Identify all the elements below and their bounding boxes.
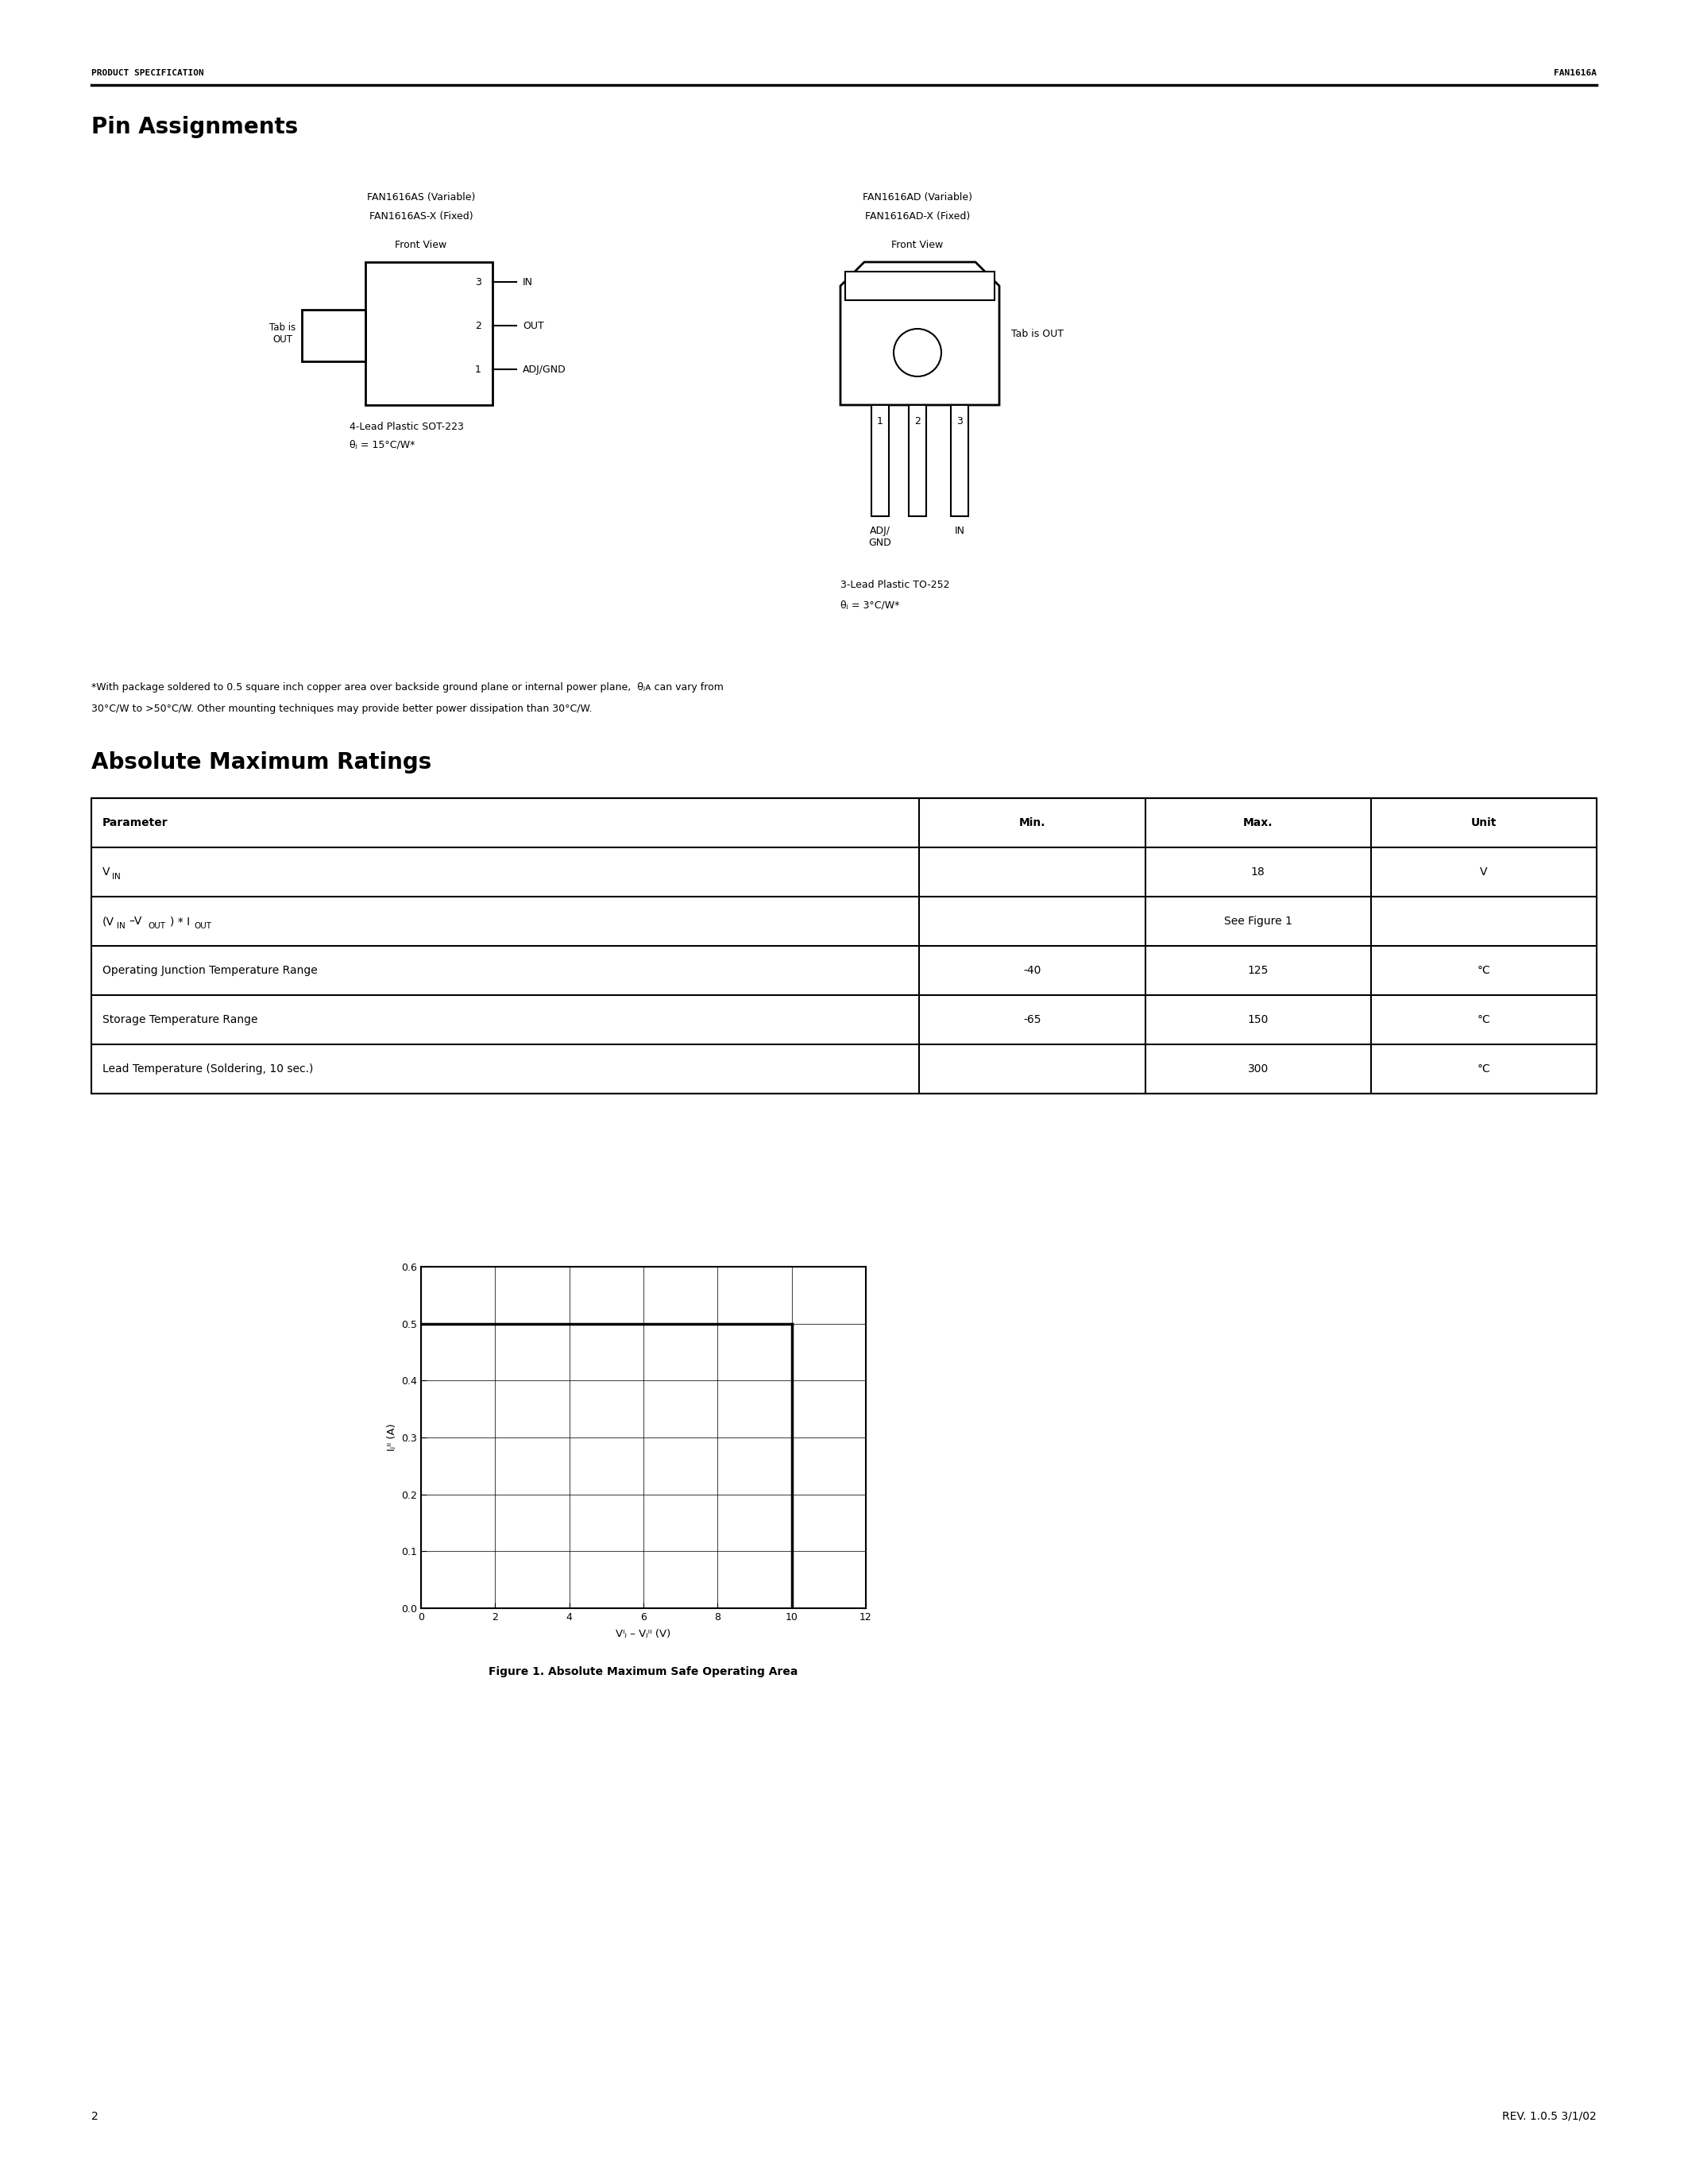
- Text: -40: -40: [1023, 965, 1041, 976]
- Text: FAN1616AS-X (Fixed): FAN1616AS-X (Fixed): [370, 212, 473, 221]
- Text: 2: 2: [915, 417, 920, 426]
- Text: 3-Lead Plastic TO-252: 3-Lead Plastic TO-252: [841, 579, 950, 590]
- X-axis label: Vᴵⱼ – Vⱼᴵᴵ (V): Vᴵⱼ – Vⱼᴵᴵ (V): [616, 1629, 670, 1640]
- Text: Max.: Max.: [1242, 817, 1273, 828]
- Text: IN: IN: [523, 277, 533, 286]
- Text: *With package soldered to 0.5 square inch copper area over backside ground plane: *With package soldered to 0.5 square inc…: [91, 681, 724, 692]
- Text: 1: 1: [878, 417, 883, 426]
- Text: Storage Temperature Range: Storage Temperature Range: [103, 1013, 258, 1024]
- Text: Figure 1. Absolute Maximum Safe Operating Area: Figure 1. Absolute Maximum Safe Operatin…: [490, 1666, 798, 1677]
- Text: Tab is OUT: Tab is OUT: [1011, 328, 1063, 339]
- Text: 30°C/W to >50°C/W. Other mounting techniques may provide better power dissipatio: 30°C/W to >50°C/W. Other mounting techni…: [91, 703, 592, 714]
- Text: 3: 3: [957, 417, 962, 426]
- Text: Front View: Front View: [395, 240, 447, 249]
- Bar: [908, 404, 927, 515]
- Text: Pin Assignments: Pin Assignments: [91, 116, 299, 138]
- Text: θⱼ = 15°C/W*: θⱼ = 15°C/W*: [349, 439, 415, 450]
- Text: 1: 1: [474, 365, 481, 373]
- Y-axis label: Iⱼᴵᴵ (A): Iⱼᴵᴵ (A): [387, 1424, 397, 1452]
- Text: 3: 3: [474, 277, 481, 286]
- Text: 300: 300: [1247, 1064, 1268, 1075]
- Text: °C: °C: [1477, 1013, 1491, 1024]
- Bar: [365, 262, 493, 404]
- Text: -65: -65: [1023, 1013, 1041, 1024]
- Text: V: V: [103, 867, 110, 878]
- Text: PRODUCT SPECIFICATION: PRODUCT SPECIFICATION: [91, 70, 204, 76]
- Text: See Figure 1: See Figure 1: [1224, 915, 1291, 926]
- Text: 4-Lead Plastic SOT-223: 4-Lead Plastic SOT-223: [349, 422, 464, 432]
- Text: Tab is
OUT: Tab is OUT: [268, 323, 295, 345]
- Text: ) * I: ) * I: [170, 915, 191, 926]
- Text: V: V: [1480, 867, 1487, 878]
- Text: Operating Junction Temperature Range: Operating Junction Temperature Range: [103, 965, 317, 976]
- Text: 18: 18: [1251, 867, 1264, 878]
- Text: REV. 1.0.5 3/1/02: REV. 1.0.5 3/1/02: [1502, 2112, 1597, 2123]
- Text: Parameter: Parameter: [103, 817, 169, 828]
- Text: 2: 2: [474, 321, 481, 330]
- Text: FAN1616AD-X (Fixed): FAN1616AD-X (Fixed): [864, 212, 971, 221]
- Bar: [871, 404, 890, 515]
- Text: IN: IN: [111, 874, 120, 880]
- Text: °C: °C: [1477, 965, 1491, 976]
- Text: 2: 2: [91, 2112, 98, 2123]
- Text: Unit: Unit: [1470, 817, 1497, 828]
- Text: OUT: OUT: [194, 922, 211, 930]
- Text: IN: IN: [954, 526, 966, 535]
- Text: θⱼ = 3°C/W*: θⱼ = 3°C/W*: [841, 601, 900, 609]
- Text: ADJ/
GND: ADJ/ GND: [869, 526, 891, 548]
- Text: Front View: Front View: [891, 240, 944, 249]
- Bar: [302, 310, 365, 360]
- Text: OUT: OUT: [149, 922, 165, 930]
- Text: Absolute Maximum Ratings: Absolute Maximum Ratings: [91, 751, 432, 773]
- Text: ADJ/GND: ADJ/GND: [523, 365, 565, 373]
- Text: OUT: OUT: [523, 321, 544, 330]
- Bar: [950, 404, 969, 515]
- Text: IN: IN: [116, 922, 125, 930]
- Text: 125: 125: [1247, 965, 1268, 976]
- Circle shape: [893, 330, 942, 376]
- Text: FAN1616A: FAN1616A: [1553, 70, 1597, 76]
- Bar: [846, 271, 994, 299]
- Text: FAN1616AD (Variable): FAN1616AD (Variable): [863, 192, 972, 203]
- Text: 150: 150: [1247, 1013, 1268, 1024]
- Text: Min.: Min.: [1020, 817, 1045, 828]
- Text: Lead Temperature (Soldering, 10 sec.): Lead Temperature (Soldering, 10 sec.): [103, 1064, 314, 1075]
- Polygon shape: [841, 262, 999, 404]
- Text: –V: –V: [128, 915, 142, 926]
- Text: °C: °C: [1477, 1064, 1491, 1075]
- Bar: [91, 797, 1597, 1094]
- Text: (V: (V: [103, 915, 115, 926]
- Text: FAN1616AS (Variable): FAN1616AS (Variable): [366, 192, 476, 203]
